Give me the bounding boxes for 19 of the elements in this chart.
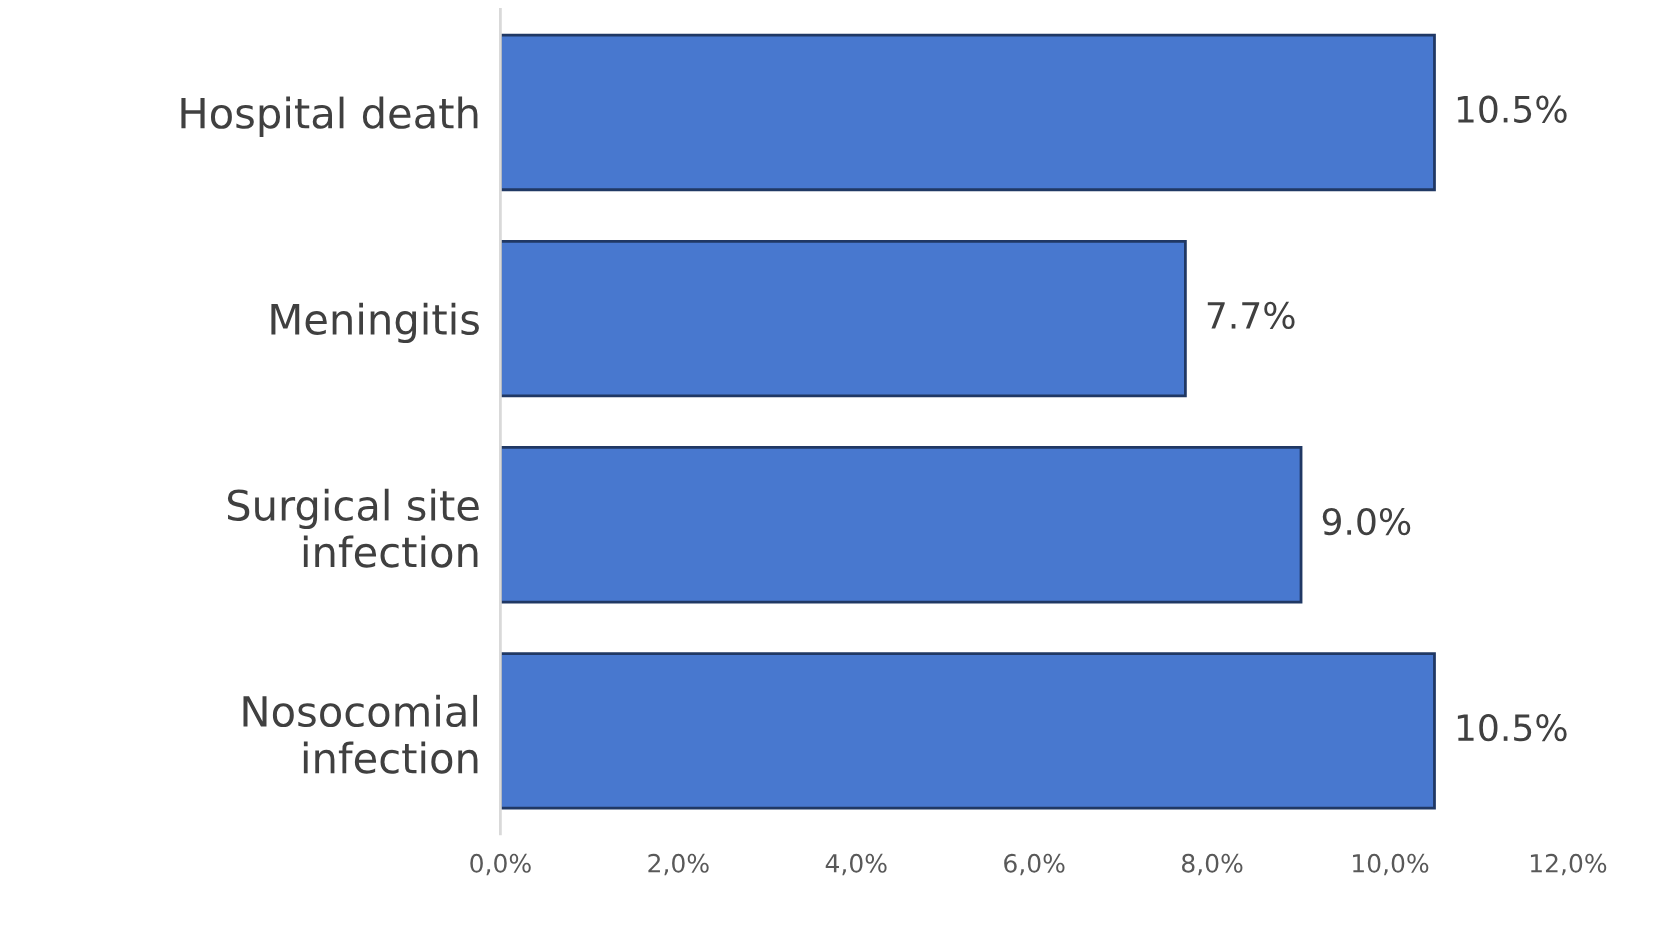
bar [500,33,1436,192]
x-tick-label: 2,0% [648,853,709,876]
data-label: 10.5% [1457,714,1567,742]
x-tick-label: 8,0% [1182,853,1243,876]
y-tick-label: Meningitis [271,302,479,344]
y-tick-label: Surgical site infection [227,488,479,568]
x-tick-label: 10,0% [1353,853,1429,876]
x-tick-label: 12,0% [1530,853,1607,876]
bar [500,652,1436,810]
x-tick-label: 6,0% [1004,853,1065,876]
data-label: 9.0% [1322,507,1411,536]
data-label: 10.5% [1457,95,1567,123]
y-tick-label: Nosocomial infection [243,694,478,774]
bar [500,446,1303,604]
bar [500,239,1187,398]
x-tick-label: 0,0% [470,853,531,876]
y-tick-label: Hospital death [181,96,478,137]
x-tick-label: 4,0% [825,853,887,876]
data-label: 7.7% [1207,301,1295,330]
